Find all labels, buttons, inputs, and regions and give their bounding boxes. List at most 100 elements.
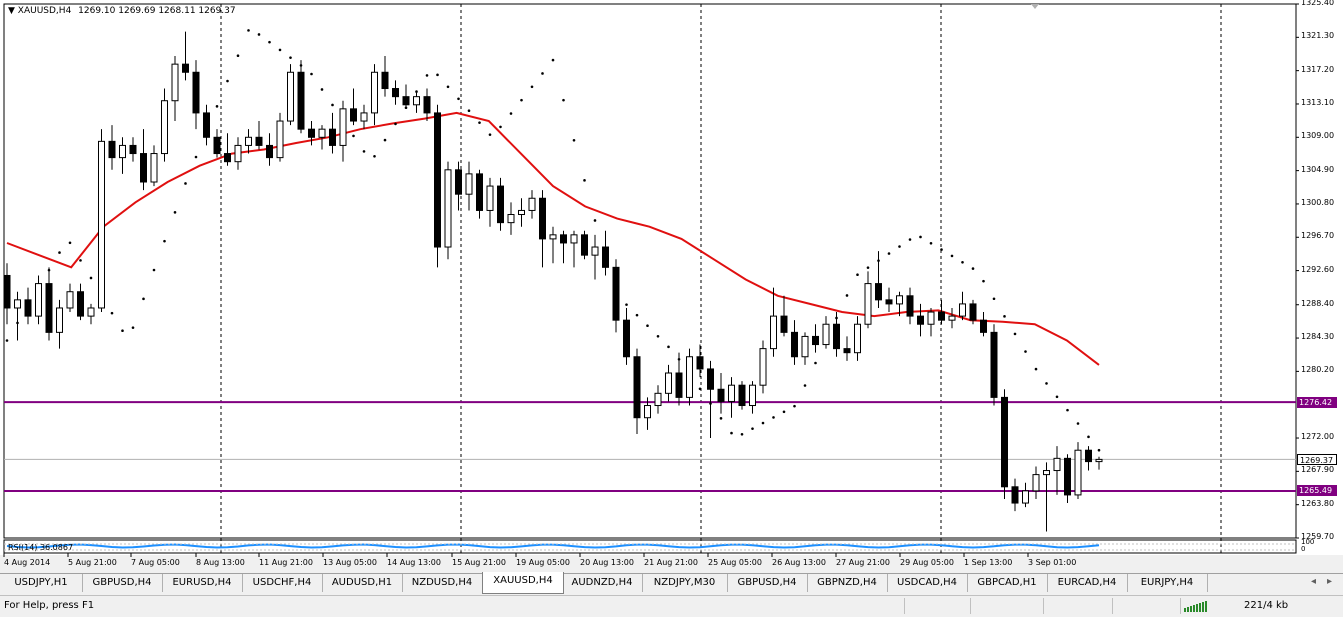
sar-dot: [110, 311, 114, 315]
sar-dot: [667, 345, 670, 349]
sar-dot: [215, 105, 219, 108]
sar-dot: [194, 155, 198, 159]
candle-bull: [14, 299, 21, 309]
candle-bull: [161, 100, 168, 155]
sar-dot: [173, 211, 177, 214]
sar-dot: [562, 98, 565, 102]
candle-bull: [507, 214, 515, 224]
sar-dot: [1024, 350, 1027, 353]
sar-dot: [740, 432, 744, 436]
sar-dot: [646, 324, 649, 328]
sar-dot: [457, 97, 460, 101]
sar-dot: [257, 33, 261, 36]
tab-xauusd-h4[interactable]: XAUUSD,H4: [482, 572, 564, 594]
candle-bull: [1043, 470, 1050, 476]
candle-bull: [528, 197, 536, 211]
candle-bear: [182, 63, 189, 73]
tab-audusd-h1[interactable]: AUDUSD,H1: [322, 574, 403, 592]
sar-dot: [856, 273, 859, 276]
chart-window[interactable]: ▼ XAUUSD,H4 1269.10 1269.69 1268.11 1269…: [0, 0, 1343, 567]
moving-average-line: [6, 111, 1100, 366]
dropdown-arrow-icon[interactable]: ▼: [8, 6, 15, 16]
sar-dot: [331, 103, 334, 107]
candle-bull: [66, 291, 74, 309]
tab-eurcad-h4[interactable]: EURCAD,H4: [1047, 574, 1128, 592]
candle-bear: [581, 234, 588, 256]
rsi-scale-bottom: 0: [1301, 545, 1306, 553]
candle-bear: [990, 331, 998, 398]
candle-bear: [560, 234, 567, 244]
sar-dot: [1087, 435, 1090, 439]
time-tick-label: 19 Aug 05:00: [516, 558, 570, 567]
candle-bull: [1095, 458, 1103, 463]
time-tick-label: 15 Aug 21:00: [452, 558, 506, 567]
level-price-box: 1265.49: [1297, 485, 1337, 497]
tab-gbpcad-h1[interactable]: GBPCAD,H1: [967, 574, 1048, 592]
candle-bear: [108, 140, 116, 159]
sar-dot: [152, 268, 156, 272]
candle-bear: [423, 96, 431, 114]
sar-dot: [541, 72, 544, 75]
candle-bull: [822, 323, 830, 346]
candle-bull: [570, 234, 578, 244]
candle-bear: [381, 71, 389, 90]
time-tick-label: 29 Aug 05:00: [900, 558, 954, 567]
candle-bull: [413, 96, 420, 106]
sar-dot: [583, 179, 586, 182]
sar-dot: [373, 154, 376, 158]
tab-scroll-right-icon[interactable]: ▸: [1327, 576, 1333, 587]
sar-dot: [289, 56, 292, 59]
candle-bear: [623, 319, 630, 358]
sar-dot: [184, 182, 187, 185]
tab-eurusd-h4[interactable]: EURUSD,H4: [162, 574, 243, 592]
level-price-box: 1276.42: [1297, 396, 1337, 408]
sar-dot: [1066, 408, 1069, 412]
price-chart[interactable]: [0, 0, 1343, 573]
tab-usdjpy-h1[interactable]: USDJPY,H1: [0, 574, 83, 592]
sar-dot: [236, 54, 240, 58]
sar-dot: [992, 297, 996, 301]
tab-eurjpy-h4[interactable]: EURJPY,H4: [1127, 574, 1208, 592]
candle-bull: [864, 283, 872, 325]
sar-dot: [866, 266, 870, 269]
sar-dot: [908, 238, 912, 241]
time-tick-label: 1 Sep 13:00: [964, 558, 1013, 567]
tab-nzdusd-h4[interactable]: NZDUSD,H4: [402, 574, 483, 592]
sar-dot: [782, 410, 786, 414]
sar-dot: [982, 279, 985, 283]
sar-dot: [436, 73, 439, 77]
candle-bull: [854, 323, 861, 354]
sar-dot: [1055, 395, 1059, 399]
tab-gbpusd-h4[interactable]: GBPUSD,H4: [82, 574, 163, 592]
price-tick-label: 1304.90: [1301, 164, 1335, 174]
tab-gbpusd-h4[interactable]: GBPUSD,H4: [727, 574, 808, 592]
sar-dot: [803, 384, 807, 387]
sar-dot: [446, 85, 450, 89]
candle-bull: [927, 311, 935, 325]
tab-gbpnzd-h4[interactable]: GBPNZD,H4: [807, 574, 888, 592]
sar-dot: [929, 241, 933, 245]
sar-dot: [940, 248, 943, 251]
status-separator: [1180, 598, 1181, 614]
time-tick-label: 4 Aug 2014: [4, 558, 51, 567]
tab-usdchf-h4[interactable]: USDCHF,H4: [242, 574, 323, 592]
tab-nzdjpy-m30[interactable]: NZDJPY,M30: [642, 574, 728, 592]
sar-dot: [635, 313, 639, 317]
candle-bear: [833, 323, 840, 350]
price-tick-label: 1263.80: [1301, 498, 1335, 508]
candle-bear: [497, 185, 504, 224]
tab-scroll-left-icon[interactable]: ◂: [1311, 576, 1317, 587]
time-tick-label: 25 Aug 05:00: [708, 558, 762, 567]
tab-audnzd-h4[interactable]: AUDNZD,H4: [562, 574, 643, 592]
time-tick-label: 11 Aug 21:00: [259, 558, 313, 567]
candle-bear: [455, 169, 462, 195]
sar-dot: [961, 260, 964, 264]
price-tick-label: 1321.30: [1301, 31, 1335, 41]
tab-usdcad-h4[interactable]: USDCAD,H4: [887, 574, 968, 592]
candle-bear: [707, 368, 714, 390]
candle-bear: [906, 295, 914, 317]
candle-bull: [339, 108, 347, 146]
status-separator: [1112, 598, 1113, 614]
shift-marker-icon: [1031, 4, 1039, 9]
candle-bear: [738, 384, 746, 407]
